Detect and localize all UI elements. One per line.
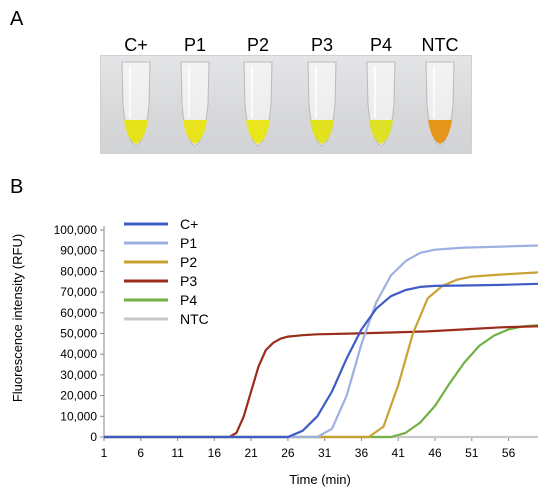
legend-label: NTC bbox=[180, 311, 209, 327]
y-tick-label: 90,000 bbox=[60, 244, 97, 258]
legend-label: C+ bbox=[180, 216, 198, 232]
x-tick-label: 21 bbox=[244, 446, 258, 460]
series-line-p3 bbox=[104, 325, 539, 439]
panel-label-a: A bbox=[10, 8, 24, 30]
tube-label-p1: P1 bbox=[183, 35, 207, 55]
tube-label-ntc: NTC bbox=[421, 35, 459, 55]
y-tick-label: 0 bbox=[90, 430, 97, 444]
legend-label: P4 bbox=[180, 292, 197, 308]
x-axis: 1 6 11 16 21 26 31 36 41 46 51 56 bbox=[101, 436, 538, 460]
y-axis-title: Fluorescence intensity (RFU) bbox=[10, 234, 25, 402]
y-tick-label: 20,000 bbox=[60, 389, 97, 403]
x-tick-label: 51 bbox=[465, 446, 479, 460]
tube bbox=[307, 61, 337, 147]
tube-label-p2: P2 bbox=[246, 35, 270, 55]
series-line-p4 bbox=[104, 324, 539, 439]
x-tick-label: 56 bbox=[502, 446, 516, 460]
y-tick-label: 60,000 bbox=[60, 306, 97, 320]
series-lines bbox=[104, 244, 539, 439]
tube bbox=[425, 61, 455, 147]
tube-label-p3: P3 bbox=[310, 35, 334, 55]
legend: C+ P1 P2 P3 P4 NTC bbox=[124, 216, 209, 327]
x-tick-label: 11 bbox=[171, 446, 184, 460]
y-axis: 0 10,000 20,000 30,000 40,000 50,000 60,000 70,… bbox=[54, 223, 105, 444]
x-tick-label: 6 bbox=[137, 446, 144, 460]
x-tick-label: 41 bbox=[392, 446, 406, 460]
panel-label-b: B bbox=[10, 176, 24, 198]
tube-photo bbox=[100, 55, 472, 154]
series-line-p1 bbox=[104, 244, 539, 439]
tube bbox=[121, 61, 151, 147]
x-tick-label: 36 bbox=[355, 446, 369, 460]
tube bbox=[180, 61, 210, 147]
x-axis-title: Time (min) bbox=[289, 472, 351, 487]
x-tick-label: 26 bbox=[281, 446, 295, 460]
tube bbox=[243, 61, 273, 147]
x-tick-label: 31 bbox=[318, 446, 332, 460]
y-tick-label: 50,000 bbox=[60, 327, 97, 341]
y-tick-label: 30,000 bbox=[60, 368, 97, 382]
y-tick-label: 40,000 bbox=[60, 347, 97, 361]
tube-label-p4: P4 bbox=[369, 35, 393, 55]
y-tick-label: 10,000 bbox=[60, 409, 97, 423]
legend-label: P3 bbox=[180, 273, 197, 289]
x-tick-label: 46 bbox=[428, 446, 442, 460]
legend-label: P1 bbox=[180, 235, 197, 251]
x-tick-label: 1 bbox=[101, 446, 108, 460]
series-line-cpos bbox=[104, 282, 539, 439]
series-line-p2 bbox=[104, 271, 539, 439]
y-tick-label: 70,000 bbox=[60, 285, 97, 299]
x-tick-label: 16 bbox=[208, 446, 222, 460]
y-tick-label: 100,000 bbox=[54, 223, 98, 237]
y-tick-label: 80,000 bbox=[60, 264, 97, 278]
tube bbox=[366, 61, 396, 147]
legend-label: P2 bbox=[180, 254, 197, 270]
tube-label-cpos: C+ bbox=[124, 35, 148, 55]
